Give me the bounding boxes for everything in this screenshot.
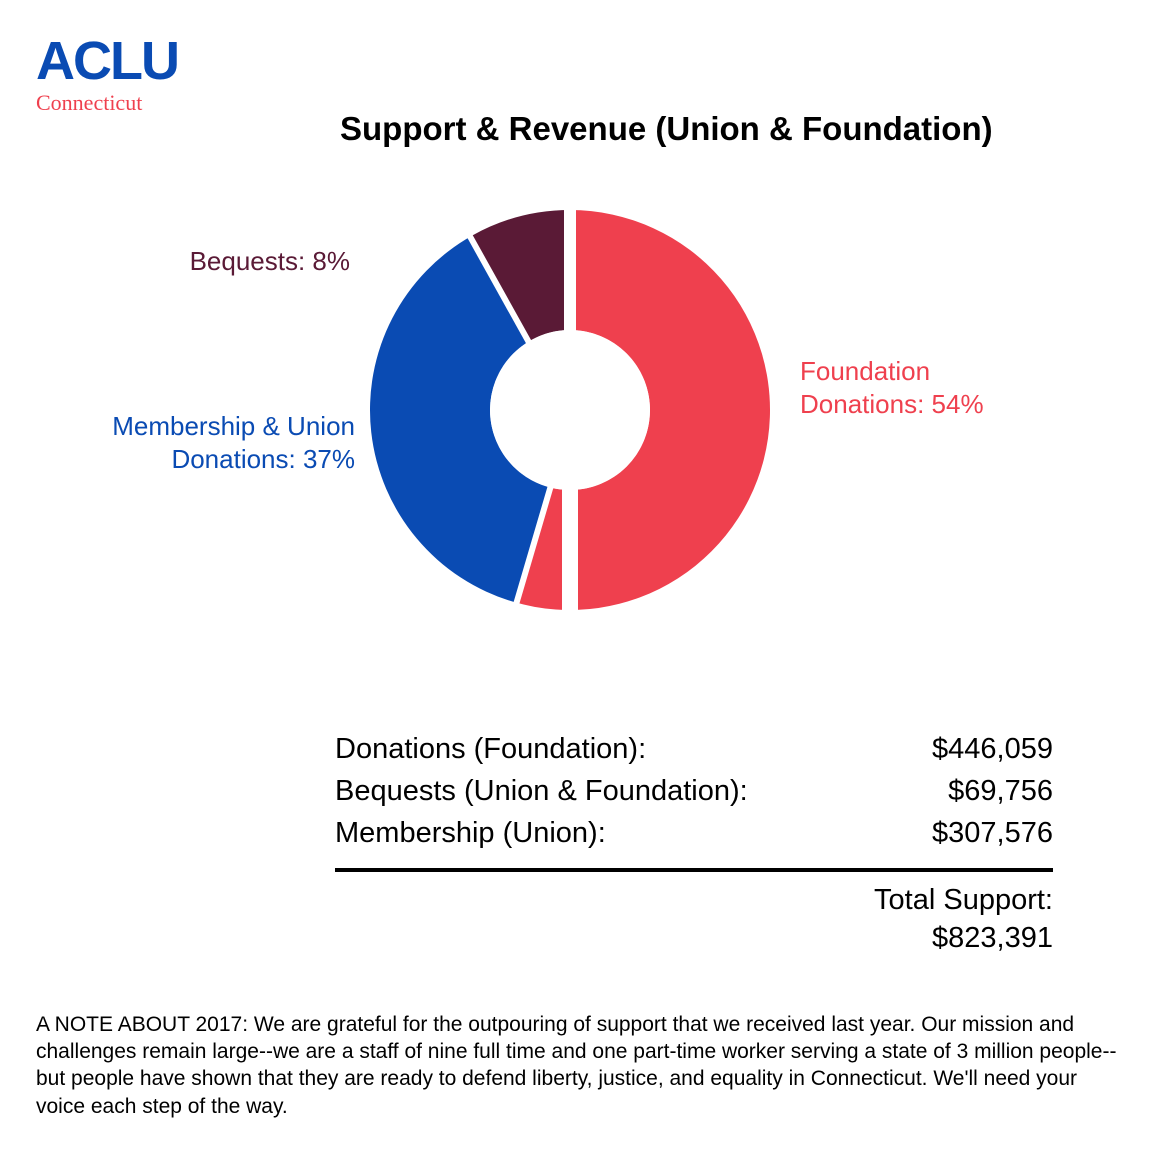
logo-sub: Connecticut bbox=[36, 90, 178, 116]
donut-svg bbox=[370, 210, 770, 610]
label-membership-line2: Donations: 37% bbox=[171, 444, 355, 474]
logo: ACLU Connecticut bbox=[36, 34, 178, 116]
label-foundation-line1: Foundation bbox=[800, 356, 930, 386]
logo-main: ACLU bbox=[36, 34, 178, 88]
revenue-table: Donations (Foundation): $446,059 Bequest… bbox=[335, 728, 1053, 958]
row-label: Donations (Foundation): bbox=[335, 728, 646, 770]
donut-hole bbox=[490, 330, 650, 490]
label-bequests: Bequests: 8% bbox=[100, 245, 350, 278]
page-title: Support & Revenue (Union & Foundation) bbox=[340, 110, 993, 148]
label-membership: Membership & Union Donations: 37% bbox=[20, 410, 355, 475]
total-block: Total Support: $823,391 bbox=[335, 882, 1053, 957]
footnote: A NOTE ABOUT 2017: We are grateful for t… bbox=[36, 1011, 1124, 1120]
donut-chart bbox=[370, 210, 770, 610]
row-label: Bequests (Union & Foundation): bbox=[335, 770, 748, 812]
total-label: Total Support: bbox=[874, 884, 1053, 916]
label-foundation: Foundation Donations: 54% bbox=[800, 355, 1060, 420]
label-membership-line1: Membership & Union bbox=[112, 411, 355, 441]
row-value: $446,059 bbox=[932, 728, 1053, 770]
row-value: $69,756 bbox=[948, 770, 1053, 812]
row-label: Membership (Union): bbox=[335, 812, 606, 854]
table-divider bbox=[335, 868, 1053, 872]
table-row: Donations (Foundation): $446,059 bbox=[335, 728, 1053, 770]
table-row: Membership (Union): $307,576 bbox=[335, 812, 1053, 854]
total-value: $823,391 bbox=[932, 922, 1053, 954]
row-value: $307,576 bbox=[932, 812, 1053, 854]
table-row: Bequests (Union & Foundation): $69,756 bbox=[335, 770, 1053, 812]
label-foundation-line2: Donations: 54% bbox=[800, 389, 984, 419]
